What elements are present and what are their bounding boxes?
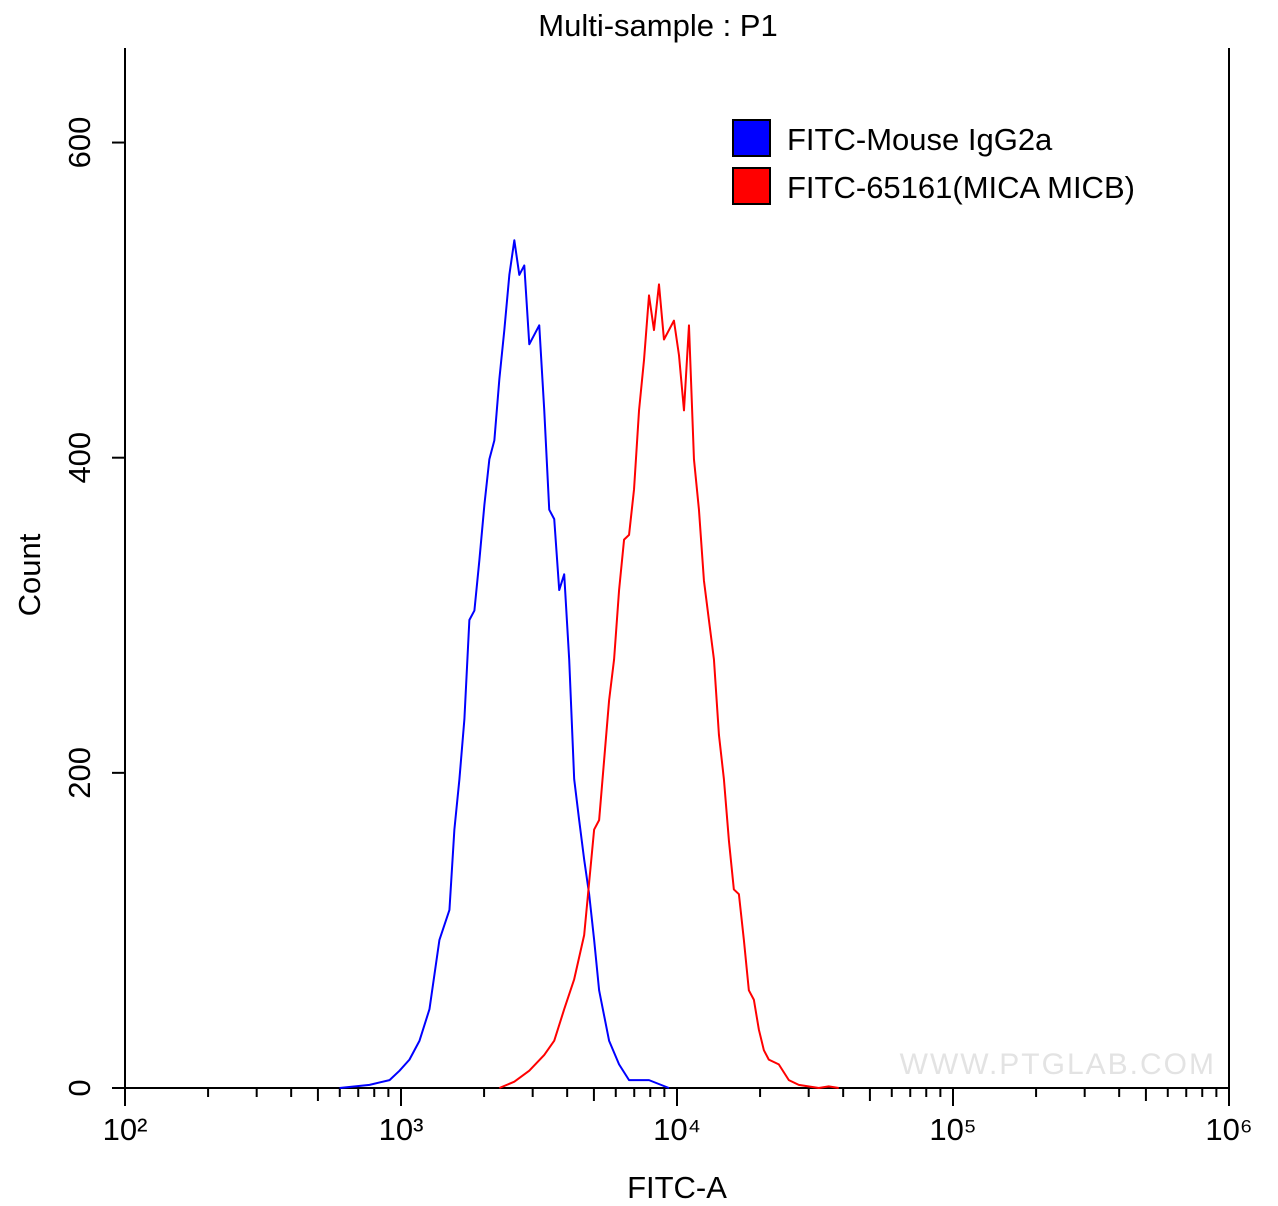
- x-tick-label: 10⁵: [929, 1112, 976, 1147]
- x-tick-label: 10²: [103, 1112, 148, 1147]
- y-axis-label: Count: [12, 533, 47, 616]
- watermark: WWW.PTGLAB.COM: [900, 1048, 1216, 1081]
- series-line: [339, 239, 670, 1089]
- y-tick-label: 0: [62, 1079, 97, 1096]
- x-tick-label: 10³: [379, 1112, 424, 1147]
- chart-title: Multi-sample : P1: [538, 8, 777, 43]
- series-line: [498, 283, 839, 1089]
- y-tick-label: 600: [62, 117, 97, 169]
- x-tick-label: 10⁶: [1205, 1112, 1252, 1147]
- legend-label: FITC-65161(MICA MICB): [787, 170, 1135, 205]
- x-axis-label: FITC-A: [627, 1170, 727, 1205]
- legend-label: FITC-Mouse IgG2a: [787, 122, 1053, 157]
- legend-swatch: [732, 119, 771, 157]
- legend-swatch: [732, 167, 771, 205]
- y-tick-label: 400: [62, 432, 97, 484]
- x-tick-label: 10⁴: [653, 1112, 701, 1147]
- y-tick-label: 200: [62, 747, 97, 799]
